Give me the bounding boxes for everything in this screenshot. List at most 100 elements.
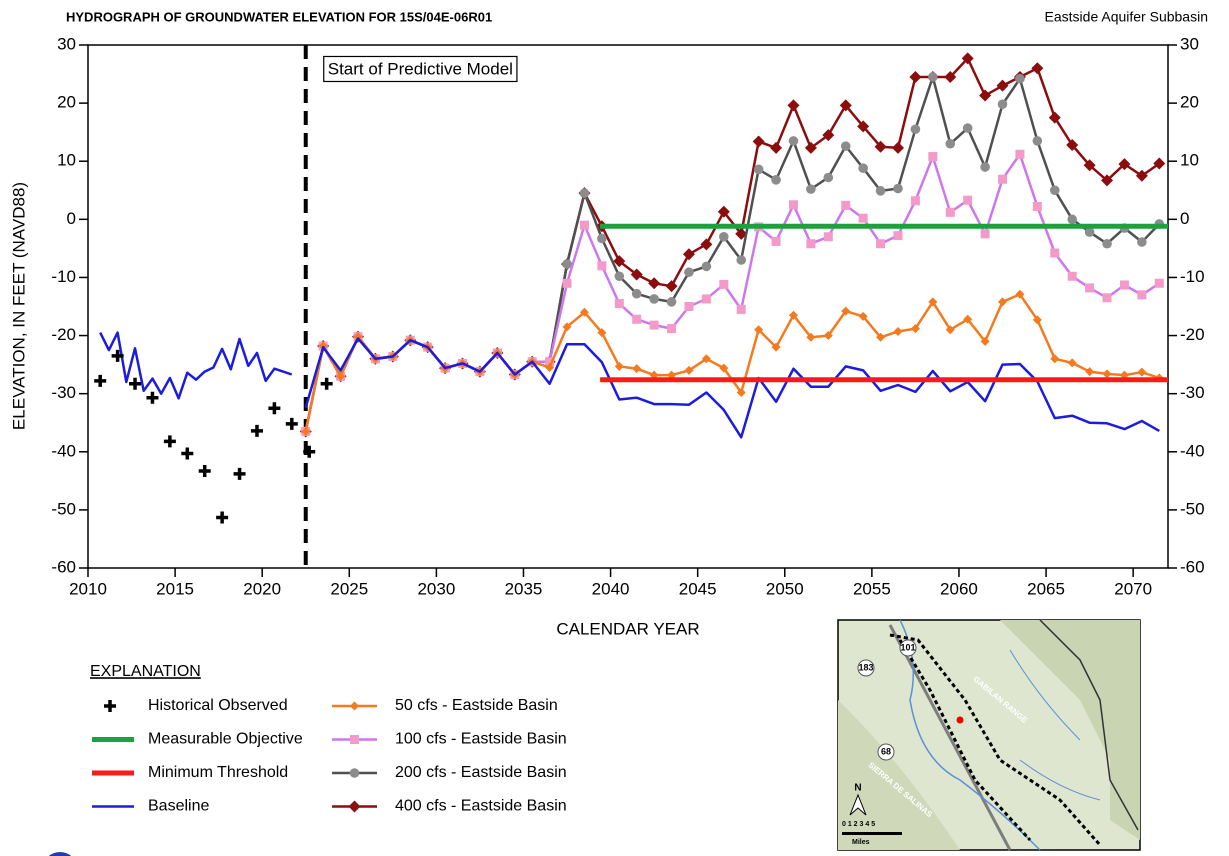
legend-marker [104, 700, 116, 712]
marker [702, 262, 712, 272]
y-tick-label: -10 [51, 267, 76, 286]
marker [824, 173, 834, 183]
annotation: Start of Predictive Model [328, 59, 513, 78]
marker [719, 232, 729, 242]
marker [894, 231, 903, 240]
marker [1137, 368, 1146, 377]
marker [614, 271, 624, 281]
marker [911, 196, 920, 205]
logo [42, 852, 78, 856]
marker [129, 378, 141, 390]
x-tick-label: 2040 [592, 579, 630, 598]
marker [234, 468, 246, 480]
y-tick-label: 20 [57, 93, 76, 112]
marker [1137, 290, 1146, 299]
marker [979, 90, 991, 102]
y2-tick-label: 10 [1180, 151, 1199, 170]
y-tick-label: -30 [51, 383, 76, 402]
marker [997, 80, 1009, 92]
map-label: 68 [881, 746, 891, 756]
x-tick-label: 2010 [69, 579, 107, 598]
marker [1155, 279, 1164, 288]
marker [286, 418, 298, 430]
y-tick-label: 30 [57, 34, 76, 53]
marker [181, 448, 193, 460]
y-tick-label: -50 [51, 499, 76, 518]
marker [683, 248, 695, 260]
marker [268, 402, 280, 414]
marker [963, 196, 972, 205]
scale-bar [842, 832, 902, 835]
marker [841, 141, 851, 151]
x-axis-label: CALENDAR YEAR [556, 619, 699, 638]
marker [632, 289, 642, 299]
plot-frame [88, 45, 1168, 568]
marker [806, 239, 815, 248]
x-tick-label: 2020 [243, 579, 281, 598]
y2-tick-label: 20 [1180, 93, 1199, 112]
legend-marker [350, 768, 360, 778]
marker [911, 124, 921, 134]
y-axis-label: ELEVATION, IN FEET (NAVD88) [9, 182, 28, 430]
legend-label: Historical Observed [148, 697, 288, 714]
marker [1103, 293, 1112, 302]
legend-title: EXPLANATION [90, 663, 201, 680]
y-tick-label: 0 [67, 209, 76, 228]
marker [1050, 185, 1060, 195]
marker [1103, 369, 1112, 378]
marker [892, 142, 904, 154]
series-line [306, 294, 1160, 431]
x-tick-label: 2035 [505, 579, 543, 598]
marker [789, 136, 799, 146]
chart-title: HYDROGRAPH OF GROUNDWATER ELEVATION FOR … [66, 9, 492, 24]
marker [321, 378, 333, 390]
y-tick-label: 10 [57, 151, 76, 170]
marker [164, 435, 176, 447]
marker [893, 184, 903, 194]
x-tick-label: 2045 [679, 579, 717, 598]
marker [789, 200, 798, 209]
marker [632, 315, 641, 324]
legend-marker [349, 801, 361, 813]
marker [754, 165, 764, 175]
marker [771, 175, 781, 185]
marker [667, 324, 676, 333]
marker [876, 186, 886, 196]
marker [597, 234, 607, 244]
marker [1031, 62, 1043, 74]
well-location [957, 717, 964, 724]
marker [1050, 354, 1059, 363]
marker [719, 280, 728, 289]
x-tick-label: 2025 [330, 579, 368, 598]
marker [858, 163, 868, 173]
map-label: 183 [858, 662, 873, 672]
series-line [306, 154, 1160, 431]
marker [251, 425, 263, 437]
marker [998, 175, 1007, 184]
marker [963, 123, 973, 133]
marker [666, 280, 678, 292]
y2-tick-label: 0 [1180, 209, 1189, 228]
series [100, 333, 1159, 438]
marker [1050, 249, 1059, 258]
map-label: N [854, 783, 861, 794]
marker [894, 327, 903, 336]
y-tick-label: -40 [51, 441, 76, 460]
series [301, 150, 1164, 436]
marker [1068, 272, 1077, 281]
legend-marker [350, 702, 359, 711]
marker [1049, 112, 1061, 124]
legend-label: 200 cfs - Eastside Basin [395, 764, 567, 781]
marker [909, 71, 921, 83]
marker [649, 294, 659, 304]
marker [824, 232, 833, 241]
marker [650, 321, 659, 330]
map-label: 0 1 2 3 4 5 [842, 821, 875, 828]
marker [1033, 202, 1042, 211]
legend-label: 50 cfs - Eastside Basin [395, 697, 558, 714]
legend-label: Baseline [148, 798, 209, 815]
marker [772, 237, 781, 246]
marker [146, 392, 158, 404]
marker [1137, 237, 1147, 247]
marker [981, 229, 990, 238]
